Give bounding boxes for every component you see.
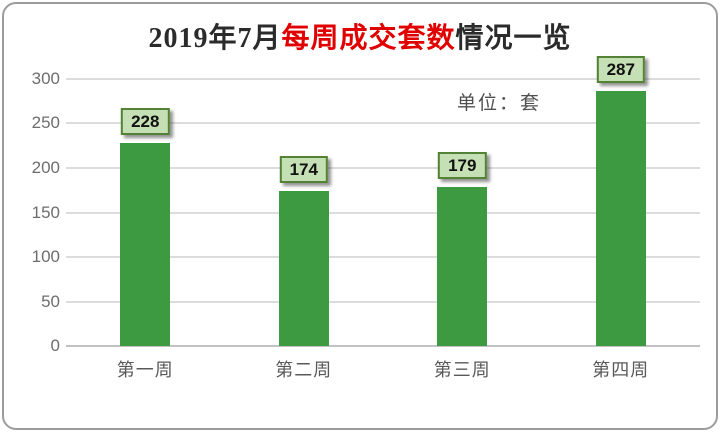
bar [437,186,488,346]
data-label: 174 [279,156,328,184]
gridline [66,122,700,125]
x-axis-label: 第一周 [116,360,174,380]
y-tick-label: 300 [31,69,60,88]
x-axis-line [66,345,700,347]
data-label: 228 [121,108,170,136]
plot-area: 228 174 179 287 [66,55,701,347]
gridline [66,255,700,258]
y-axis: 0 50 100 150 200 250 300 [18,70,60,355]
x-axis-label: 第三周 [433,360,491,380]
bar [120,143,171,346]
y-tick-label: 50 [41,291,60,311]
data-label: 287 [596,55,645,83]
bar-category: 228 [66,79,225,346]
chart-title-prefix: 2019年7月 [148,23,282,54]
x-axis-labels: 第一周 第二周 第三周 第四周 [66,356,700,382]
bar-category: 174 [225,79,384,346]
x-axis-label: 第二周 [275,360,333,380]
bar [278,191,329,346]
y-tick-label: 250 [31,113,60,133]
data-label: 179 [438,151,487,179]
chart-title: 2019年7月每周成交套数情况一览 [4,16,716,56]
y-tick-label: 150 [31,202,60,222]
y-tick-label: 0 [50,336,60,355]
y-tick-label: 200 [31,157,60,177]
gridline [66,300,700,303]
y-tick-label: 100 [31,246,60,266]
gridline [66,211,700,214]
unit-label: 单位：套 [456,93,541,114]
chart-title-suffix: 情况一览 [455,23,572,54]
chart-title-highlight: 每周成交套数 [281,23,456,54]
x-axis-label: 第四周 [592,360,650,380]
gridline [66,78,700,80]
gridline [66,166,700,169]
bar-category: 287 [542,55,701,346]
bar [595,90,646,346]
bar-category: 179 [383,79,542,346]
